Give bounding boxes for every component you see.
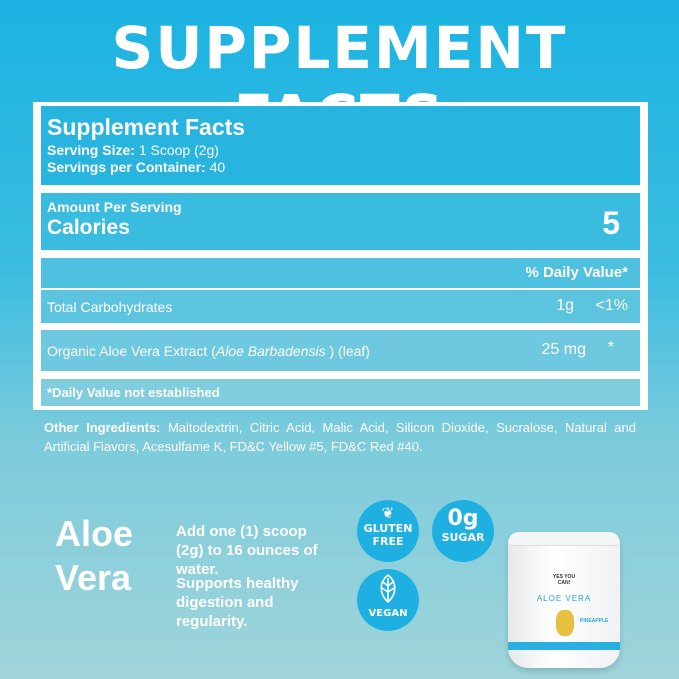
servings: 40 (209, 159, 226, 175)
product-name-line1: Aloe (55, 513, 134, 554)
badge-text: SUGAR (441, 531, 485, 544)
product-name-line2: Vera (55, 557, 132, 598)
supplement-facts-panel: Supplement Facts Serving Size: 1 Scoop (… (33, 102, 648, 410)
jar-product-name: ALOE VERA (536, 594, 592, 603)
pineapple-image (556, 610, 574, 636)
dv-header: % Daily Value* (525, 264, 628, 281)
nutrient-latin-name: Aloe Barbadensis (215, 343, 326, 359)
badge-text: GLUTEN (363, 522, 413, 535)
servings-label: Servings per Container: (47, 159, 206, 175)
badge-text: 0g (447, 506, 479, 531)
serving-size-label: Serving Size: (47, 142, 135, 158)
facts-header: Supplement Facts Serving Size: 1 Scoop (… (41, 106, 640, 185)
product-name: Aloe Vera (55, 512, 133, 600)
nutrient-name: Organic Aloe Vera Extract ( (47, 343, 216, 359)
jar-flavor: PINEAPPLE (580, 618, 609, 624)
wheat-icon: ❦ (381, 504, 395, 522)
footnote: *Daily Value not established (47, 385, 220, 400)
leaf-icon (380, 573, 396, 604)
serving-size: 1 Scoop (2g) (138, 142, 219, 158)
footnote-row: *Daily Value not established (41, 379, 640, 406)
facts-title: Supplement Facts (47, 114, 246, 140)
calories-label: Calories (47, 216, 130, 239)
vegan-badge: VEGAN (357, 569, 419, 631)
nutrient-amount: 1g (556, 297, 574, 314)
table-row: Total Carbohydrates 1g <1% (41, 290, 640, 323)
nutrient-part: ) (leaf) (325, 343, 370, 359)
zero-sugar-badge: 0g SUGAR (432, 500, 494, 562)
benefit: Supports healthy digestion and regularit… (176, 575, 299, 630)
calories-value: 5 (602, 205, 620, 241)
other-ingredients-label: Other Ingredients: (44, 420, 161, 435)
amount-per-serving: Amount Per Serving (47, 199, 182, 215)
gluten-free-badge: ❦ GLUTEN FREE (357, 500, 419, 562)
directions: Add one (1) scoop (2g) to 16 ounces of w… (176, 523, 318, 578)
jar-brand: YES YOU CAN! (552, 574, 576, 586)
nutrient-dv: <1% (595, 297, 628, 314)
badge-text: FREE (372, 535, 404, 548)
badge-text: VEGAN (368, 608, 408, 619)
table-row: Organic Aloe Vera Extract (Aloe Barbaden… (41, 330, 640, 371)
nutrient-dv: * (607, 339, 614, 356)
other-ingredients: Other Ingredients: Maltodextrin, Citric … (44, 418, 636, 456)
product-jar-image: YES YOU CAN! ALOE VERA PINEAPPLE (508, 532, 620, 668)
dv-header-row: % Daily Value* (41, 258, 640, 288)
nutrient-name: Total Carbohydrates (47, 299, 173, 315)
other-ingredients-text: Maltodextrin, Citric Acid, Malic Acid, S… (44, 420, 636, 454)
calories-section: Amount Per Serving Calories 5 (41, 193, 640, 250)
nutrient-amount: 25 mg (541, 341, 586, 358)
